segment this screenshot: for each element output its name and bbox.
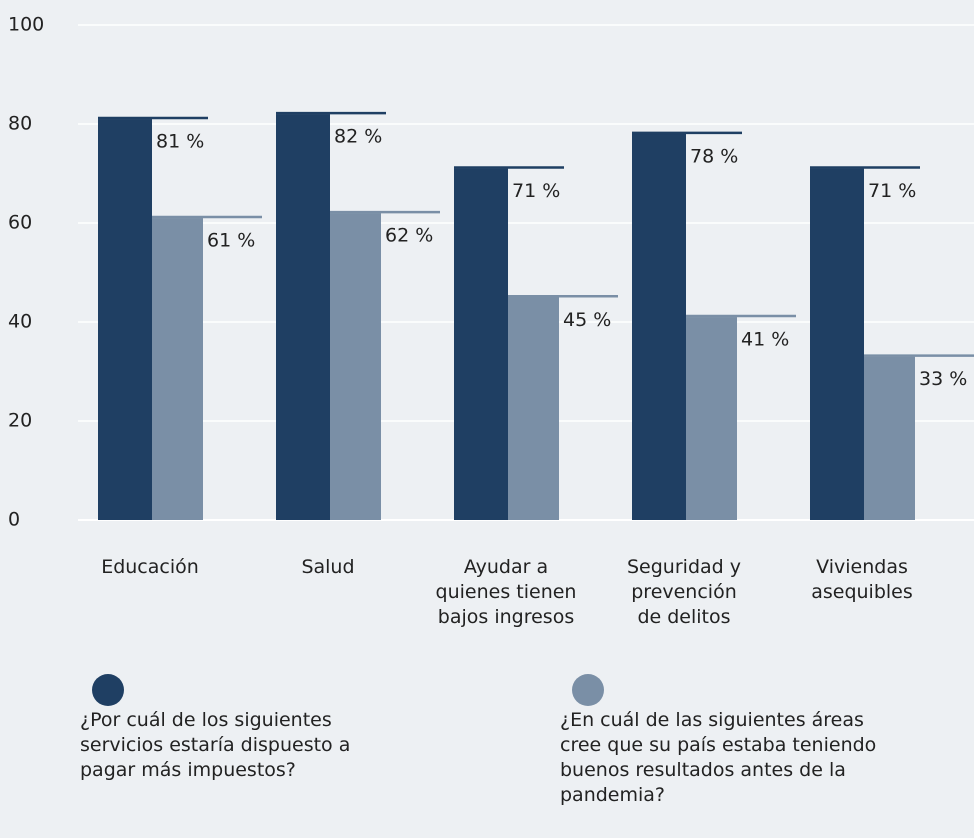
value-label: 71 % bbox=[512, 180, 560, 202]
x-tick-label: Seguridad y prevención de delitos bbox=[627, 556, 741, 628]
bar bbox=[152, 218, 203, 521]
x-tick-label: Salud bbox=[301, 556, 355, 578]
y-tick-label: 100 bbox=[8, 14, 44, 36]
bar bbox=[508, 297, 559, 520]
bar bbox=[276, 114, 330, 520]
value-label: 81 % bbox=[156, 131, 204, 153]
y-tick-label: 40 bbox=[8, 311, 32, 333]
x-tick-label: Educación bbox=[101, 556, 199, 578]
y-tick-label: 20 bbox=[8, 410, 32, 432]
bar bbox=[330, 213, 381, 520]
x-tick-label: Ayudar a quienes tienen bajos ingresos bbox=[435, 556, 577, 628]
bar bbox=[686, 317, 737, 520]
bar bbox=[864, 356, 915, 520]
legend-label: ¿Por cuál de los siguientes servicios es… bbox=[80, 709, 351, 781]
y-tick-label: 60 bbox=[8, 212, 32, 234]
legend-label: ¿En cuál de las siguientes áreas cree qu… bbox=[560, 709, 877, 806]
bar bbox=[454, 168, 508, 521]
bar bbox=[98, 119, 152, 521]
y-tick-label: 0 bbox=[8, 509, 20, 531]
bar bbox=[632, 133, 686, 520]
value-label: 41 % bbox=[741, 329, 789, 351]
value-label: 82 % bbox=[334, 126, 382, 148]
legend-swatch bbox=[572, 674, 604, 706]
value-label: 78 % bbox=[690, 145, 738, 167]
value-label: 45 % bbox=[563, 309, 611, 331]
value-label: 71 % bbox=[868, 180, 916, 202]
value-label: 33 % bbox=[919, 368, 967, 390]
value-label: 62 % bbox=[385, 225, 433, 247]
x-tick-label: Viviendas asequibles bbox=[811, 556, 913, 603]
y-tick-label: 80 bbox=[8, 113, 32, 135]
value-label: 61 % bbox=[207, 230, 255, 252]
bar bbox=[810, 168, 864, 521]
legend-swatch bbox=[92, 674, 124, 706]
